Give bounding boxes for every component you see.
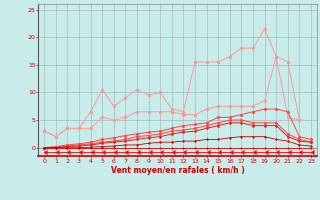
X-axis label: Vent moyen/en rafales ( km/h ): Vent moyen/en rafales ( km/h ) [111,166,244,175]
